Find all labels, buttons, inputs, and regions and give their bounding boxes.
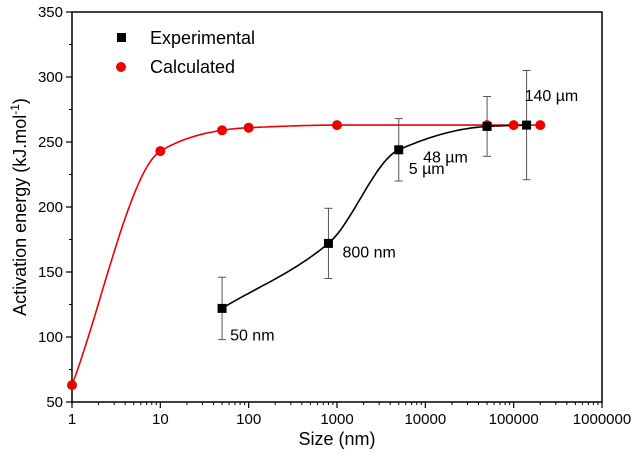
calculated-point (243, 122, 254, 133)
calculated-point (535, 120, 546, 131)
legend-label-experimental: Experimental (150, 28, 255, 48)
experimental-point (394, 145, 404, 155)
x-tick-label: 100 (236, 411, 261, 428)
annotation-label: 140 µm (525, 88, 579, 105)
annotation-label: 48 µm (423, 149, 468, 166)
y-tick-label: 250 (38, 134, 63, 151)
legend: Experimental Calculated (116, 28, 255, 77)
calculated-point (67, 380, 77, 391)
fit-curves (71, 124, 541, 386)
x-tick-label: 10000 (404, 411, 446, 428)
experimental-fit-curve (221, 124, 527, 310)
x-axis-title: Size (nm) (298, 429, 375, 449)
x-tick-label: 1 (68, 411, 76, 428)
experimental-point (217, 303, 227, 313)
x-tick-label: 10 (152, 411, 169, 428)
y-tick-label: 150 (38, 264, 63, 281)
experimental-point (522, 120, 532, 130)
annotation-label: 5 µm (409, 161, 445, 178)
calculated-point (217, 125, 228, 136)
annotation-label: 50 nm (230, 327, 274, 344)
legend-marker-experimental (117, 33, 126, 42)
x-tick-label: 1000 (320, 411, 353, 428)
data-points (67, 120, 546, 391)
calculated-point (155, 146, 166, 157)
y-tick-label: 50 (46, 394, 63, 411)
y-axis-title: Activation energy (kJ.mol-1) (8, 98, 30, 316)
experimental-point (482, 121, 492, 131)
experimental-point (323, 238, 333, 248)
legend-marker-calculated (116, 62, 126, 72)
y-tick-label: 100 (38, 329, 63, 346)
axis-ticks: 1 10 100 1000 10000 100000 1000000 50 100 150 200 2… (38, 4, 631, 428)
error-bars (218, 70, 531, 341)
calculated-point (332, 120, 342, 131)
calculated-point (508, 120, 519, 131)
legend-label-calculated: Calculated (150, 57, 235, 77)
y-tick-label: 300 (38, 69, 63, 86)
calculated-fit-curve (71, 124, 541, 386)
x-tick-label: 1000000 (573, 411, 631, 428)
annotation-label: 800 nm (342, 244, 395, 261)
y-tick-label: 350 (38, 4, 63, 21)
y-tick-label: 200 (38, 199, 63, 216)
x-tick-label: 100000 (489, 411, 539, 428)
